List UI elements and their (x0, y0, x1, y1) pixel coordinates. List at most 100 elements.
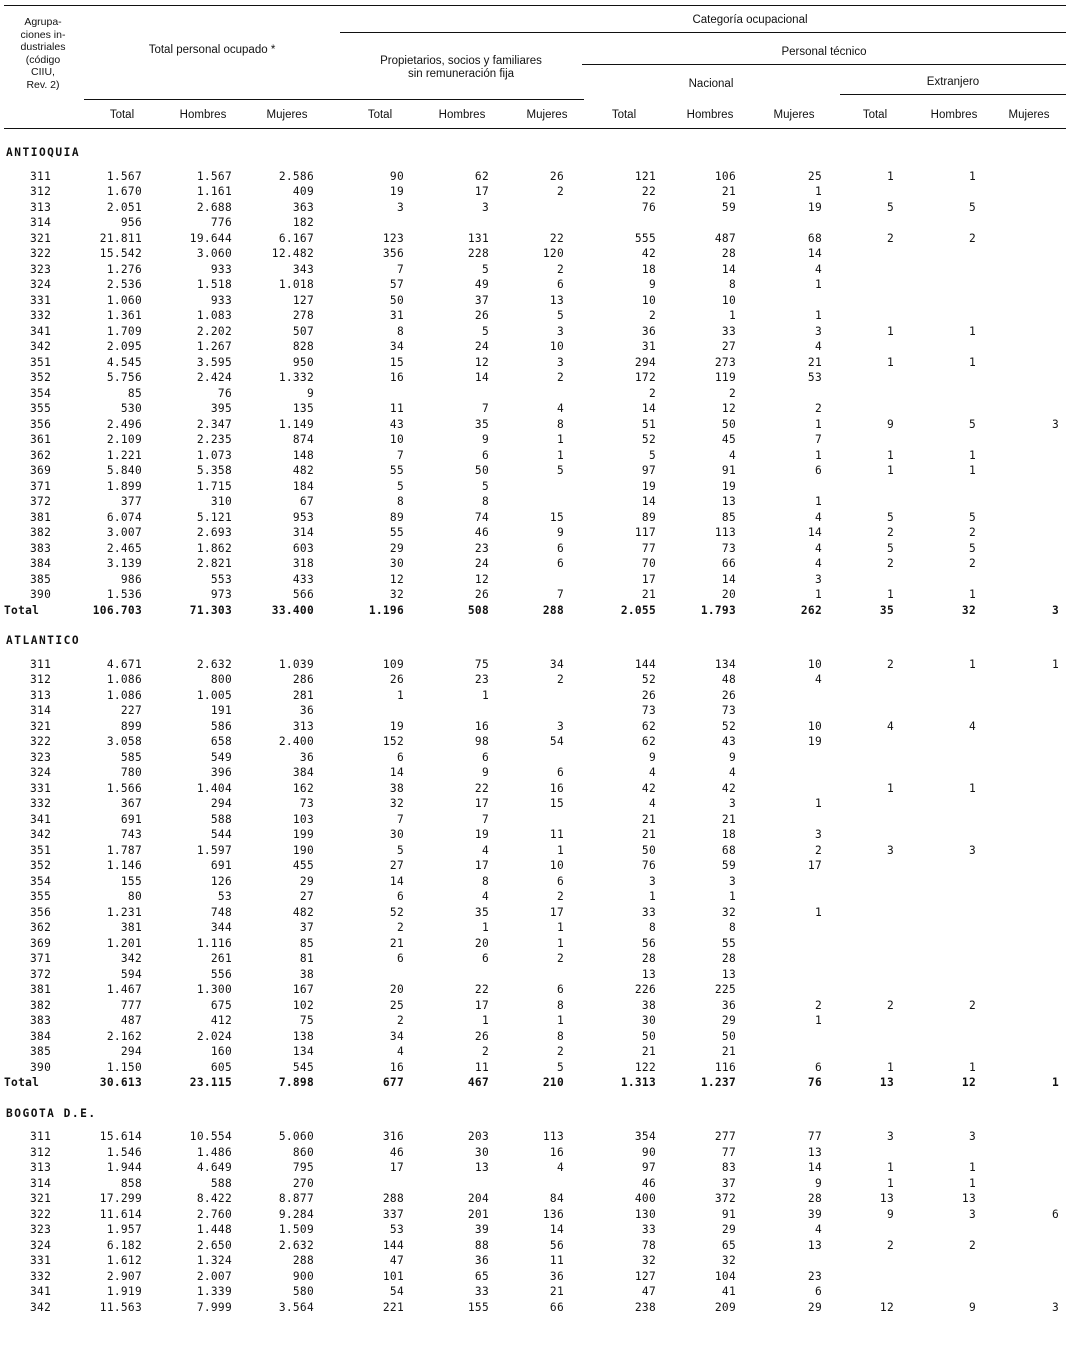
column-header-mujeres-5: Mujeres (526, 109, 568, 121)
table-row: 331 1.566 1.404 162 38 22 16 42 42 1 1 (4, 781, 1066, 797)
value-cell: 2.693 (196, 526, 232, 539)
value-cell: 182 (292, 216, 314, 229)
value-cell: 278 (292, 309, 314, 322)
table-row: 356 1.231 748 482 52 35 17 33 32 1 (4, 905, 1066, 921)
value-cell: 2 (556, 673, 564, 686)
table-row: 323 1.957 1.448 1.509 53 39 14 33 29 4 (4, 1222, 1066, 1238)
value-cell: 56 (641, 936, 656, 950)
value-cell: 121 (634, 169, 656, 183)
value-cell: 3.060 (196, 247, 232, 260)
value-cell: 17 (549, 905, 564, 919)
table-row: 313 1.086 1.005 281 1 1 26 26 (4, 688, 1066, 704)
value-cell: 48 (721, 673, 736, 686)
ciiu-code: 324 (30, 766, 52, 779)
table-row: 312 1.086 800 286 26 23 2 52 48 4 (4, 672, 1066, 688)
value-cell: 2 (556, 262, 564, 276)
ciiu-code: 369 (30, 464, 52, 477)
value-cell: 123 (382, 231, 404, 245)
value-cell: 21 (721, 185, 736, 198)
value-cell: 2 (556, 371, 564, 384)
value-cell: 455 (292, 859, 314, 872)
value-cell: 10 (807, 657, 822, 671)
value-cell: 62 (474, 169, 489, 183)
value-cell: 2 (648, 386, 656, 400)
value-cell: 113 (714, 526, 736, 539)
value-cell: 172 (634, 371, 656, 384)
value-cell: 9 (968, 1300, 976, 1314)
value-cell: 588 (210, 1176, 232, 1190)
value-cell: 38 (641, 998, 656, 1012)
column-header-total-6: Total (611, 109, 637, 121)
value-cell: 1 (968, 588, 976, 601)
value-cell: 16 (474, 719, 489, 733)
value-cell: 21 (721, 1045, 736, 1058)
value-cell: 433 (292, 572, 314, 586)
section-title: ANTIOQUIA (6, 146, 81, 159)
value-cell: 11 (549, 828, 564, 841)
value-cell: 5.756 (106, 371, 142, 384)
personal-tecnico-heading: Personal técnico (781, 46, 867, 58)
value-cell: 2 (886, 526, 894, 539)
value-cell: 68 (721, 843, 736, 857)
value-cell: 1 (886, 324, 894, 338)
value-cell: 34 (549, 657, 564, 671)
ciiu-code: Total (4, 1076, 40, 1089)
value-cell: 22 (474, 781, 489, 795)
value-cell: 6 (556, 557, 564, 570)
value-cell: 899 (120, 719, 142, 733)
value-cell: 1 (886, 464, 894, 477)
value-cell: 5 (481, 479, 489, 493)
value-cell: 286 (292, 673, 314, 686)
value-cell: 585 (120, 750, 142, 764)
value-cell: 66 (549, 1300, 564, 1314)
value-cell: 77 (641, 541, 656, 555)
ciiu-code: 324 (30, 278, 52, 291)
value-cell: 85 (299, 936, 314, 950)
value-cell: 384 (292, 766, 314, 779)
value-cell: 1.597 (196, 843, 232, 857)
value-cell: 5 (556, 309, 564, 322)
value-cell: 47 (641, 1285, 656, 1298)
value-cell: 3 (814, 572, 822, 586)
value-cell: 5 (968, 200, 976, 214)
value-cell: 9 (481, 766, 489, 779)
value-cell: 50 (721, 1029, 736, 1043)
value-cell: 10 (721, 293, 736, 307)
value-cell: 21 (807, 355, 822, 369)
value-cell: 1.670 (106, 185, 142, 198)
table-row: 321 17.299 8.422 8.877 288 204 84 400 372 28 13 13 (4, 1191, 1066, 1207)
table-row: 314 956 776 182 (4, 215, 1066, 231)
table-row: 354 155 126 29 14 8 6 3 3 (4, 874, 1066, 890)
value-cell: 33 (641, 1223, 656, 1236)
value-cell: 2.536 (106, 278, 142, 291)
column-header-mujeres-8: Mujeres (773, 109, 815, 121)
value-cell: 294 (120, 1045, 142, 1058)
ciiu-code: 390 (30, 588, 52, 601)
value-cell: 3 (556, 324, 564, 338)
value-cell: 55 (389, 464, 404, 477)
value-cell: 1.276 (106, 262, 142, 276)
value-cell: 691 (120, 812, 142, 826)
value-cell: 5 (396, 843, 404, 857)
value-cell: 18 (721, 828, 736, 841)
table-row: 342 743 544 199 30 19 11 21 18 3 (4, 827, 1066, 843)
value-cell: 1.300 (196, 983, 232, 996)
value-cell: 3 (968, 843, 976, 857)
ciiu-code: 355 (30, 890, 52, 903)
ciiu-code: 356 (30, 905, 52, 919)
ciiu-code: 342 (30, 340, 52, 353)
value-cell: 310 (210, 495, 232, 508)
value-cell: 467 (467, 1076, 489, 1089)
value-cell: 9 (481, 433, 489, 446)
value-cell: 152 (382, 735, 404, 748)
subheader-rule (84, 99, 584, 100)
value-cell: 1 (814, 278, 822, 291)
value-cell: 776 (210, 216, 232, 229)
value-cell: 1 (968, 324, 976, 338)
value-cell: 122 (634, 1060, 656, 1074)
value-cell: 2 (481, 1045, 489, 1058)
value-cell: 1.787 (106, 843, 142, 857)
value-cell: 52 (721, 719, 736, 733)
value-cell: 4 (481, 890, 489, 903)
value-cell: 43 (721, 735, 736, 748)
